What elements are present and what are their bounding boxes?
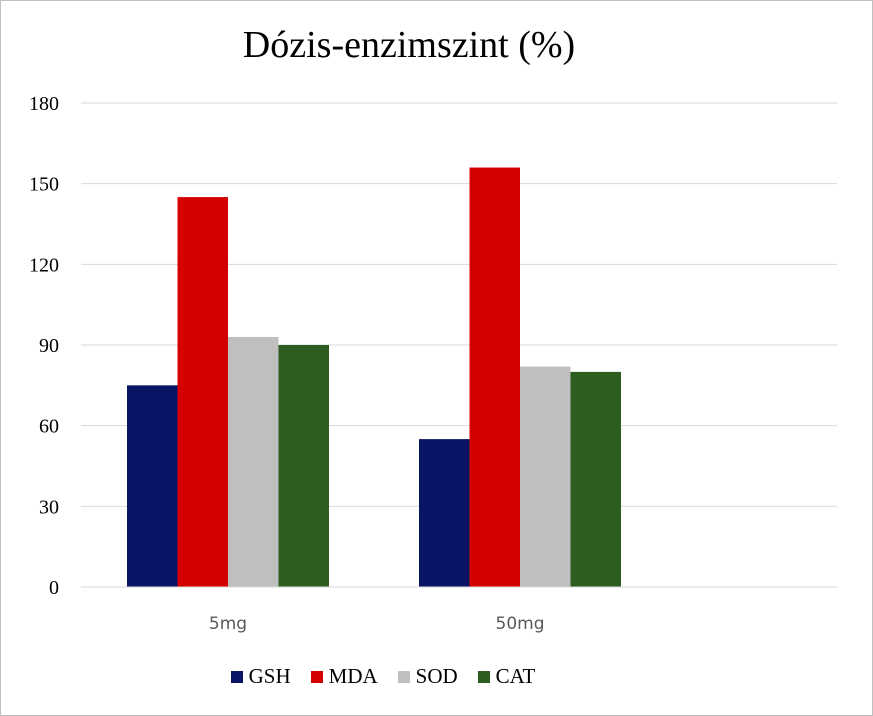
bar-sod-5mg	[228, 336, 279, 587]
y-tick-label: 60	[39, 416, 59, 438]
bar-gsh-5mg	[127, 385, 178, 587]
x-tick-label: 50mg	[496, 614, 545, 634]
bar-sod-50mg	[520, 366, 571, 587]
y-tick-label: 30	[39, 496, 59, 518]
bar-cat-5mg	[278, 345, 329, 587]
y-tick-label: 120	[29, 254, 59, 276]
bar-mda-5mg	[177, 197, 228, 587]
y-tick-label: 150	[29, 174, 59, 196]
bar-cat-50mg	[570, 371, 621, 587]
legend-item-cat: CAT	[477, 664, 536, 689]
chart-title: Dózis-enzimszint (%)	[242, 24, 576, 66]
y-tick-label: 90	[39, 335, 59, 357]
chart-legend: GSH MDA SOD CAT	[1, 664, 765, 689]
y-tick-label: 180	[29, 93, 59, 115]
legend-label: CAT	[495, 664, 536, 688]
legend-item-sod: SOD	[397, 664, 458, 689]
x-tick-label: 5mg	[209, 614, 247, 634]
legend-swatch	[477, 670, 490, 683]
legend-label: SOD	[415, 664, 458, 688]
legend-label: GSH	[248, 664, 291, 688]
y-tick-label: 0	[49, 577, 59, 599]
legend-swatch	[310, 670, 323, 683]
legend-swatch	[397, 670, 410, 683]
legend-item-gsh: GSH	[230, 664, 291, 689]
bar-gsh-50mg	[419, 439, 470, 587]
bar-mda-50mg	[469, 167, 520, 588]
legend-swatch	[230, 670, 243, 683]
legend-item-mda: MDA	[310, 664, 378, 689]
legend-label: MDA	[328, 664, 378, 688]
